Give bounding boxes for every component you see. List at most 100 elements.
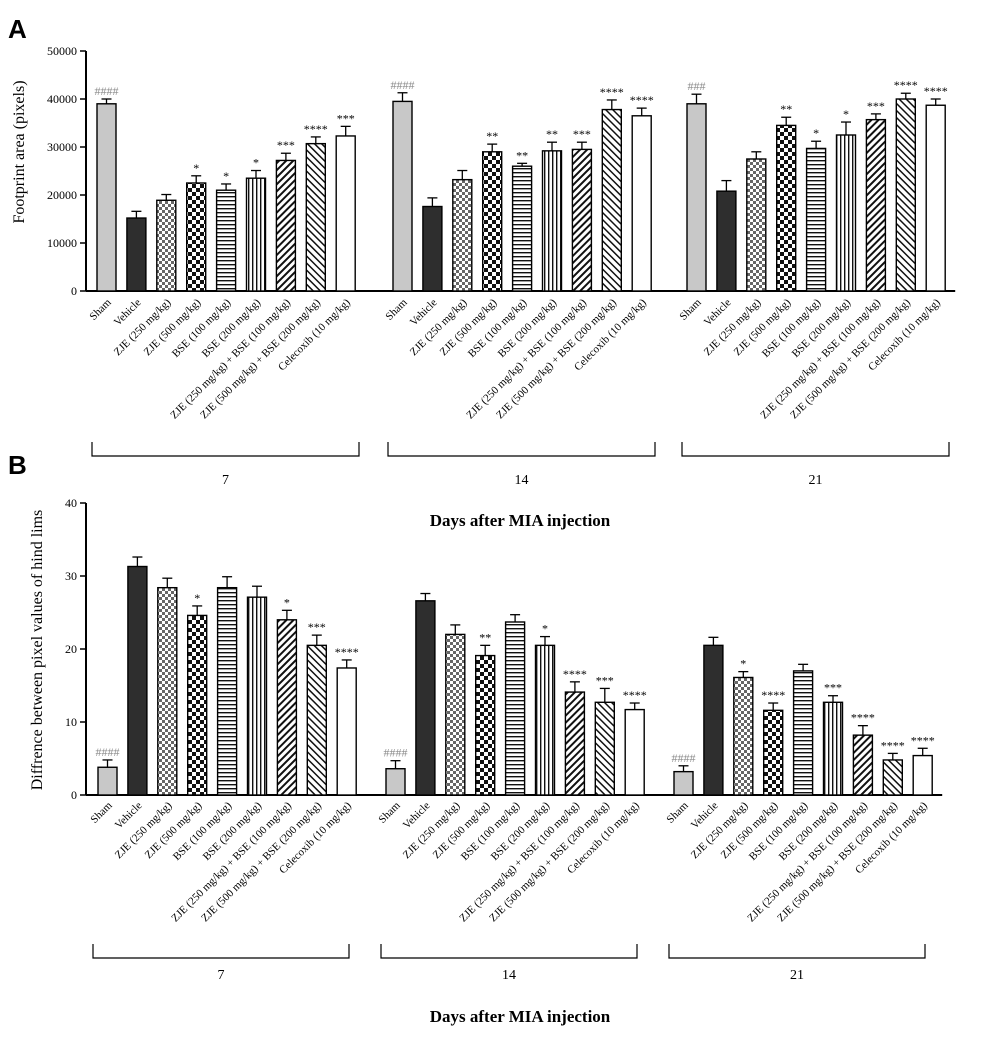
bar-zje-500-mg-kg-day-21 xyxy=(776,124,797,292)
group-bracket xyxy=(668,944,926,959)
significance-label: **** xyxy=(304,122,328,136)
category-label: Sham xyxy=(677,296,704,323)
significance-label: **** xyxy=(761,688,785,702)
bar-zje-500-mg-kg-bse-200-mg-kg-day-21 xyxy=(895,98,916,292)
bar-zje-500-mg-kg-bse-200-mg-kg-day-21 xyxy=(882,759,903,796)
significance-label: *** xyxy=(596,673,614,687)
bar-sham-day-14 xyxy=(385,768,406,796)
bar-vehicle-day-14 xyxy=(415,600,436,796)
significance-label: #### xyxy=(384,746,408,760)
bar-zje-250-mg-kg-day-14 xyxy=(452,178,473,292)
bar-celecoxib-10-mg-kg-day-7 xyxy=(335,135,356,292)
significance-label: * xyxy=(813,126,819,140)
significance-label: * xyxy=(194,591,200,605)
bar-vehicle-day-21 xyxy=(703,644,724,796)
significance-label: *** xyxy=(337,111,355,125)
significance-label: **** xyxy=(851,711,875,725)
significance-label: * xyxy=(223,169,229,183)
bar-zje-250-mg-kg-bse-100-mg-kg-day-7 xyxy=(275,159,297,292)
bar-bse-200-mg-kg-day-14 xyxy=(534,644,556,796)
y-axis-title-a: Footprint area (pixels) xyxy=(11,80,28,223)
bar-bse-200-mg-kg-day-21 xyxy=(822,701,844,796)
bar-bse-200-mg-kg-day-7 xyxy=(246,596,268,796)
group-bracket xyxy=(91,442,360,457)
significance-label: ** xyxy=(486,129,498,143)
y-tick-label: 20000 xyxy=(47,188,77,202)
significance-label: *** xyxy=(308,620,326,634)
significance-label: * xyxy=(740,657,746,671)
panel-letter-b: B xyxy=(8,450,27,480)
bar-bse-100-mg-kg-day-7 xyxy=(215,189,237,292)
group-label-day-21: 21 xyxy=(809,473,823,488)
bar-bse-100-mg-kg-day-14 xyxy=(504,621,526,796)
category-label: Sham xyxy=(87,296,114,323)
significance-label: **** xyxy=(563,667,587,681)
bar-zje-250-mg-kg-bse-100-mg-kg-day-21 xyxy=(865,118,887,292)
bar-sham-day-7 xyxy=(97,766,118,796)
bar-zje-500-mg-kg-day-14 xyxy=(482,151,503,292)
bar-sham-day-21 xyxy=(686,103,707,292)
category-label: Sham xyxy=(664,799,691,826)
significance-label: #### xyxy=(672,751,696,765)
x-axis-title-b: Days after MIA injection xyxy=(430,1007,611,1026)
category-label: Sham xyxy=(88,799,115,826)
category-label: Sham xyxy=(376,799,403,826)
bar-zje-250-mg-kg-day-7 xyxy=(156,199,177,292)
significance-label: **** xyxy=(911,733,935,747)
significance-label: ### xyxy=(688,79,706,93)
group-label-day-14: 14 xyxy=(502,968,516,983)
significance-label: **** xyxy=(600,85,624,99)
group-bracket xyxy=(92,944,350,959)
significance-label: **** xyxy=(623,688,647,702)
bar-bse-100-mg-kg-day-21 xyxy=(805,147,827,292)
bar-zje-250-mg-kg-bse-100-mg-kg-day-14 xyxy=(564,691,586,796)
significance-label: *** xyxy=(824,681,842,695)
group-bracket xyxy=(387,442,656,457)
bar-zje-500-mg-kg-day-7 xyxy=(185,182,207,292)
significance-label: ** xyxy=(546,127,558,141)
significance-label: * xyxy=(542,622,548,636)
significance-label: **** xyxy=(630,93,654,107)
y-tick-label: 0 xyxy=(71,284,77,298)
significance-label: **** xyxy=(335,645,359,659)
bar-bse-200-mg-kg-day-7 xyxy=(245,177,267,292)
panel-a-chart: 01000020000300004000050000####ShamVehicl… xyxy=(47,44,956,488)
bar-sham-day-14 xyxy=(392,100,413,292)
significance-label: ** xyxy=(780,102,792,116)
bar-zje-250-mg-kg-bse-100-mg-kg-day-21 xyxy=(852,734,874,796)
bar-bse-100-mg-kg-day-21 xyxy=(792,670,814,796)
group-bracket xyxy=(380,944,638,959)
group-label-day-7: 7 xyxy=(218,968,225,983)
significance-label: #### xyxy=(96,745,120,759)
bar-bse-200-mg-kg-day-14 xyxy=(541,150,563,292)
category-label: Sham xyxy=(383,296,410,323)
y-tick-label: 30 xyxy=(65,569,77,583)
bar-zje-500-mg-kg-bse-200-mg-kg-day-7 xyxy=(306,644,327,796)
bar-zje-250-mg-kg-bse-100-mg-kg-day-14 xyxy=(571,148,593,292)
group-label-day-14: 14 xyxy=(515,473,529,488)
group-bracket xyxy=(681,442,950,457)
bar-sham-day-21 xyxy=(673,770,694,796)
bar-bse-100-mg-kg-day-14 xyxy=(511,165,533,292)
y-tick-label: 30000 xyxy=(47,140,77,154)
significance-label: #### xyxy=(95,84,119,98)
bar-zje-500-mg-kg-day-7 xyxy=(186,614,208,796)
bar-zje-500-mg-kg-day-21 xyxy=(763,709,784,796)
bar-celecoxib-10-mg-kg-day-21 xyxy=(925,104,946,292)
y-tick-label: 10 xyxy=(65,715,77,729)
bar-zje-250-mg-kg-day-21 xyxy=(733,676,754,796)
bar-celecoxib-10-mg-kg-day-14 xyxy=(631,115,652,292)
bar-bse-200-mg-kg-day-21 xyxy=(835,134,857,292)
bar-zje-500-mg-kg-bse-200-mg-kg-day-7 xyxy=(305,142,326,292)
bar-zje-500-mg-kg-day-14 xyxy=(475,654,496,796)
y-axis-title-b: Diffrence between pixel values of hind l… xyxy=(29,510,46,791)
y-tick-label: 40 xyxy=(65,496,77,510)
bar-celecoxib-10-mg-kg-day-14 xyxy=(624,708,645,796)
bar-sham-day-7 xyxy=(96,103,117,292)
significance-label: #### xyxy=(391,78,415,92)
bar-vehicle-day-14 xyxy=(422,205,443,292)
bar-zje-250-mg-kg-day-7 xyxy=(157,586,178,796)
significance-label: ** xyxy=(516,148,528,162)
